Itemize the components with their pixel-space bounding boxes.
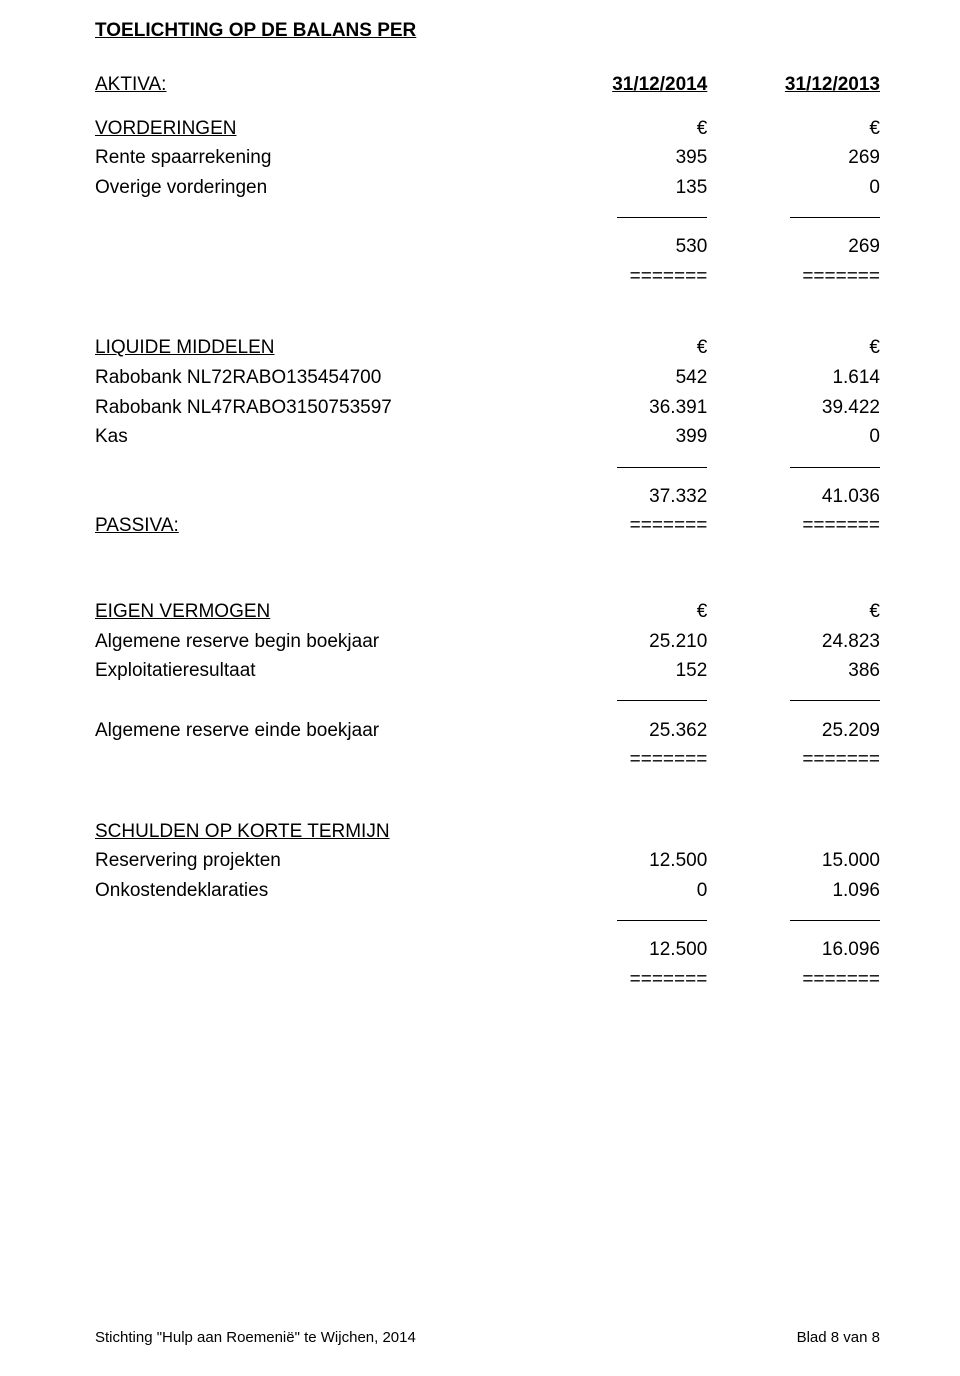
financial-table: AKTIVA: 31/12/2014 31/12/2013 VORDERINGE… xyxy=(95,70,880,995)
total-value: 25.362 xyxy=(535,716,708,746)
passiva-label: PASSIVA: xyxy=(95,511,535,541)
euro-symbol: € xyxy=(707,114,880,144)
eigen-heading-row: EIGEN VERMOGEN € € xyxy=(95,597,880,627)
row-value: 269 xyxy=(707,143,880,173)
table-row: Onkostendeklaraties 0 1.096 xyxy=(95,876,880,906)
row-label: Exploitatieresultaat xyxy=(95,656,535,686)
row-label: Rabobank NL47RABO3150753597 xyxy=(95,393,535,423)
row-label: Onkostendeklaraties xyxy=(95,876,535,906)
total-row: 12.500 16.096 xyxy=(95,935,880,965)
separator-row xyxy=(95,906,880,936)
equals-marker: ======= xyxy=(535,511,708,541)
row-value: 39.422 xyxy=(707,393,880,423)
rule-line xyxy=(790,700,880,701)
table-row: Algemene reserve begin boekjaar 25.210 2… xyxy=(95,627,880,657)
rule-line xyxy=(617,920,707,921)
equals-marker: ======= xyxy=(535,262,708,292)
total-row: 530 269 xyxy=(95,232,880,262)
table-row: Rente spaarrekening 395 269 xyxy=(95,143,880,173)
schulden-heading: SCHULDEN OP KORTE TERMIJN xyxy=(95,817,535,847)
equals-marker: ======= xyxy=(535,745,708,775)
total-value: 37.332 xyxy=(535,482,708,512)
table-row: Rabobank NL47RABO3150753597 36.391 39.42… xyxy=(95,393,880,423)
rule-line xyxy=(617,467,707,468)
row-label: Overige vorderingen xyxy=(95,173,535,203)
rule-line xyxy=(790,920,880,921)
row-value: 24.823 xyxy=(707,627,880,657)
separator-row xyxy=(95,452,880,482)
equals-row: ======= ======= xyxy=(95,965,880,995)
equals-row: ======= ======= xyxy=(95,262,880,292)
rule-line xyxy=(790,467,880,468)
equals-marker: ======= xyxy=(707,511,880,541)
schulden-heading-row: SCHULDEN OP KORTE TERMIJN xyxy=(95,817,880,847)
row-value: 399 xyxy=(535,422,708,452)
equals-row: ======= ======= xyxy=(95,745,880,775)
euro-symbol: € xyxy=(535,333,708,363)
col-header-2: 31/12/2013 xyxy=(707,70,880,100)
total-value: 12.500 xyxy=(535,935,708,965)
row-value: 135 xyxy=(535,173,708,203)
row-value: 25.210 xyxy=(535,627,708,657)
table-row: Kas 399 0 xyxy=(95,422,880,452)
total-value: 530 xyxy=(535,232,708,262)
vorderingen-heading-row: VORDERINGEN € € xyxy=(95,114,880,144)
euro-symbol: € xyxy=(707,333,880,363)
total-value: 16.096 xyxy=(707,935,880,965)
row-value: 395 xyxy=(535,143,708,173)
liquide-heading: LIQUIDE MIDDELEN xyxy=(95,333,535,363)
total-value: 269 xyxy=(707,232,880,262)
separator-row xyxy=(95,203,880,233)
row-label: Rabobank NL72RABO135454700 xyxy=(95,363,535,393)
aktiva-header-row: AKTIVA: 31/12/2014 31/12/2013 xyxy=(95,70,880,100)
page-footer: Stichting "Hulp aan Roemenië" te Wijchen… xyxy=(95,1329,880,1346)
aktiva-label: AKTIVA: xyxy=(95,70,535,100)
total-value: 25.209 xyxy=(707,716,880,746)
eigen-heading: EIGEN VERMOGEN xyxy=(95,597,535,627)
row-value: 1.614 xyxy=(707,363,880,393)
row-value: 0 xyxy=(535,876,708,906)
rule-line xyxy=(617,217,707,218)
row-value: 152 xyxy=(535,656,708,686)
total-value: 41.036 xyxy=(707,482,880,512)
table-row: Reservering projekten 12.500 15.000 xyxy=(95,846,880,876)
rule-line xyxy=(617,700,707,701)
row-value: 15.000 xyxy=(707,846,880,876)
euro-symbol: € xyxy=(707,597,880,627)
separator-row xyxy=(95,686,880,716)
total-row: 37.332 41.036 xyxy=(95,482,880,512)
row-value: 36.391 xyxy=(535,393,708,423)
footer-right: Blad 8 van 8 xyxy=(797,1329,880,1346)
table-row: Rabobank NL72RABO135454700 542 1.614 xyxy=(95,363,880,393)
row-value: 542 xyxy=(535,363,708,393)
total-label: Algemene reserve einde boekjaar xyxy=(95,716,535,746)
equals-marker: ======= xyxy=(707,262,880,292)
row-value: 12.500 xyxy=(535,846,708,876)
table-row: Exploitatieresultaat 152 386 xyxy=(95,656,880,686)
total-row: Algemene reserve einde boekjaar 25.362 2… xyxy=(95,716,880,746)
liquide-heading-row: LIQUIDE MIDDELEN € € xyxy=(95,333,880,363)
row-label: Rente spaarrekening xyxy=(95,143,535,173)
euro-symbol: € xyxy=(535,114,708,144)
page-title: TOELICHTING OP DE BALANS PER xyxy=(95,20,880,42)
equals-marker: ======= xyxy=(535,965,708,995)
table-row: Overige vorderingen 135 0 xyxy=(95,173,880,203)
row-value: 0 xyxy=(707,173,880,203)
row-value: 1.096 xyxy=(707,876,880,906)
row-label: Reservering projekten xyxy=(95,846,535,876)
rule-line xyxy=(790,217,880,218)
equals-marker: ======= xyxy=(707,745,880,775)
passiva-equals-row: PASSIVA: ======= ======= xyxy=(95,511,880,541)
euro-symbol: € xyxy=(535,597,708,627)
col-header-1: 31/12/2014 xyxy=(535,70,708,100)
footer-left: Stichting "Hulp aan Roemenië" te Wijchen… xyxy=(95,1329,416,1346)
vorderingen-heading: VORDERINGEN xyxy=(95,114,535,144)
row-value: 386 xyxy=(707,656,880,686)
row-value: 0 xyxy=(707,422,880,452)
equals-marker: ======= xyxy=(707,965,880,995)
row-label: Algemene reserve begin boekjaar xyxy=(95,627,535,657)
row-label: Kas xyxy=(95,422,535,452)
